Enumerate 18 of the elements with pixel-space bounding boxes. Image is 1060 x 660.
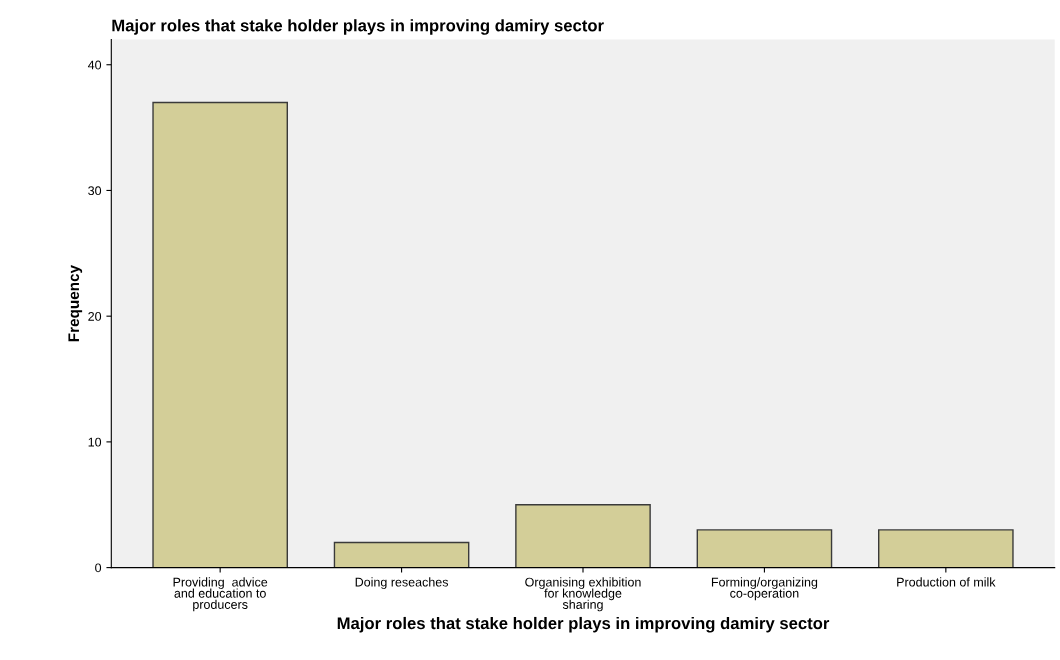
- bar: [878, 529, 1014, 568]
- x-tick-label: Organising exhibition for knowledge sharing: [525, 577, 641, 612]
- x-tick-label: Doing reseaches: [355, 577, 449, 589]
- bar: [515, 504, 651, 568]
- x-tick-label: Production of milk: [897, 577, 996, 587]
- y-tick-label: 20: [88, 311, 102, 321]
- bar: [152, 101, 288, 568]
- bar: [696, 529, 833, 568]
- x-tick-label: Providing advice and education to producers: [173, 577, 268, 612]
- y-axis-title: Frequency: [68, 265, 83, 342]
- y-tick-label: 10: [88, 437, 102, 447]
- y-tick-label: 0: [95, 563, 102, 573]
- chart-title: Major roles that stake holder plays in improving damiry sector: [112, 19, 604, 35]
- x-tick-label: Forming/organizing co-operation: [711, 577, 818, 601]
- y-tick-label: 40: [87, 60, 102, 70]
- x-axis-title: Major roles that stake holder plays in improving damiry sector: [337, 616, 830, 633]
- bar: [333, 541, 470, 568]
- y-tick-label: 30: [88, 186, 102, 196]
